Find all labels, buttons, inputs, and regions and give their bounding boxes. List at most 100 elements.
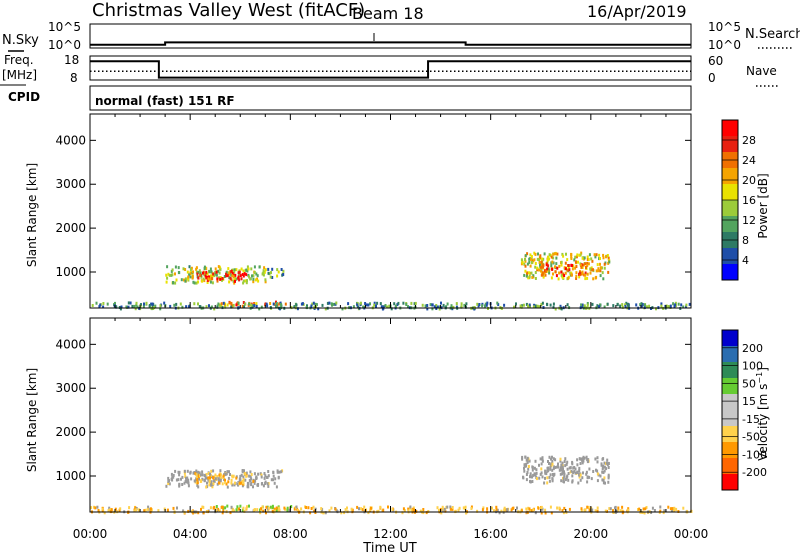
scatter-cell (133, 509, 136, 513)
scatter-cell (246, 269, 249, 273)
freq-panel: Freq. [MHz] 18 8 60 0 Nave (2, 53, 778, 87)
scatter-cell (533, 472, 536, 476)
scatter-cell (533, 251, 536, 255)
scatter-cell (642, 507, 645, 511)
scatter-cell (212, 476, 215, 480)
scatter-cell (233, 509, 235, 513)
colorbar-swatch (722, 264, 738, 281)
scatter-cell (187, 509, 190, 513)
scatter-cell (379, 505, 382, 509)
scatter-cell (539, 457, 542, 461)
scatter-cell (588, 508, 591, 512)
scatter-cell (267, 470, 270, 473)
scatter-cell (407, 507, 410, 511)
scatter-cell (663, 509, 666, 513)
scatter-cell (591, 302, 594, 306)
scatter-cell (330, 302, 333, 306)
scatter-cell (278, 470, 281, 474)
scatter-cell (225, 274, 228, 278)
scatter-cell (212, 482, 215, 486)
scatter-cell (245, 273, 248, 277)
scatter-cell (425, 511, 428, 515)
scatter-cell (558, 264, 561, 268)
scatter-cell (272, 478, 275, 482)
scatter-cell (524, 259, 527, 263)
scatter-cell (581, 457, 584, 461)
scatter-cell (224, 506, 227, 510)
scatter-cell (567, 478, 570, 482)
scatter-cell (217, 478, 220, 482)
scatter-cell (529, 475, 531, 479)
scatter-cell (645, 506, 648, 509)
colorbar-tick-label: 8 (742, 234, 749, 247)
scatter-cell (567, 472, 570, 475)
scatter-cell (460, 305, 463, 309)
scatter-cell (542, 275, 545, 279)
scatter-cell (528, 260, 531, 264)
scatter-cell (667, 505, 670, 509)
scatter-cell (231, 509, 234, 513)
scatter-cell (546, 469, 549, 473)
scatter-cell (273, 509, 276, 513)
scatter-cell (230, 481, 233, 485)
scatter-cell (415, 509, 418, 513)
scatter-cell (603, 262, 606, 266)
scatter-cell (232, 279, 235, 283)
scatter-cell (519, 304, 522, 308)
scatter-cell (587, 459, 590, 463)
scatter-cell (233, 270, 236, 274)
scatter-cell (267, 484, 270, 488)
scatter-cell (550, 276, 553, 280)
scatter-cell (266, 482, 269, 486)
scatter-cell (585, 266, 587, 269)
scatter-cell (561, 465, 564, 469)
scatter-cell (503, 508, 506, 512)
scatter-cell (171, 273, 174, 277)
scatter-cell (536, 477, 538, 481)
scatter-cell (604, 509, 607, 513)
scatter-cell (276, 274, 279, 278)
scatter-cell (550, 264, 553, 268)
scatter-cell (594, 509, 597, 513)
scatter-cell (91, 304, 94, 307)
scatter-cell (542, 264, 545, 268)
scatter-cell (586, 505, 589, 509)
scatter-cell (575, 274, 578, 278)
scatter-cell (552, 457, 555, 461)
scatter-cell (569, 466, 572, 470)
scatter-cell (538, 305, 541, 309)
scatter-cell (557, 277, 560, 281)
scatter-cell (523, 469, 526, 473)
scatter-cell (227, 267, 230, 271)
scatter-cell (293, 507, 296, 511)
scatter-cell (250, 477, 253, 481)
scatter-cell (549, 303, 552, 307)
scatter-cell (219, 277, 222, 281)
scatter-cell (243, 469, 245, 473)
scatter-cell (542, 257, 545, 261)
scatter-cell (540, 265, 542, 269)
scatter-cell (528, 257, 531, 261)
scatter-cell (262, 509, 265, 513)
scatter-cell (525, 462, 528, 466)
scatter-cell (149, 507, 152, 511)
colorbar-tick-label: -100 (742, 448, 767, 461)
scatter-cell (214, 271, 217, 275)
scatter-cell (583, 508, 586, 512)
colorbar-swatch (722, 394, 738, 411)
scatter-cell (222, 474, 225, 478)
scatter-cell (219, 267, 222, 271)
scatter-cell (586, 480, 589, 484)
scatter-cell (219, 469, 222, 473)
scatter-cell (621, 303, 624, 307)
scatter-cell (515, 302, 517, 306)
scatter-cell (577, 481, 580, 485)
noise-sky-label: N.Sky (2, 33, 39, 48)
scatter-cell (186, 270, 189, 274)
scatter-cell (230, 478, 233, 482)
scatter-cell (526, 252, 529, 256)
scatter-cell (528, 275, 531, 278)
scatter-cell (252, 280, 255, 284)
scatter-cell (605, 461, 608, 465)
